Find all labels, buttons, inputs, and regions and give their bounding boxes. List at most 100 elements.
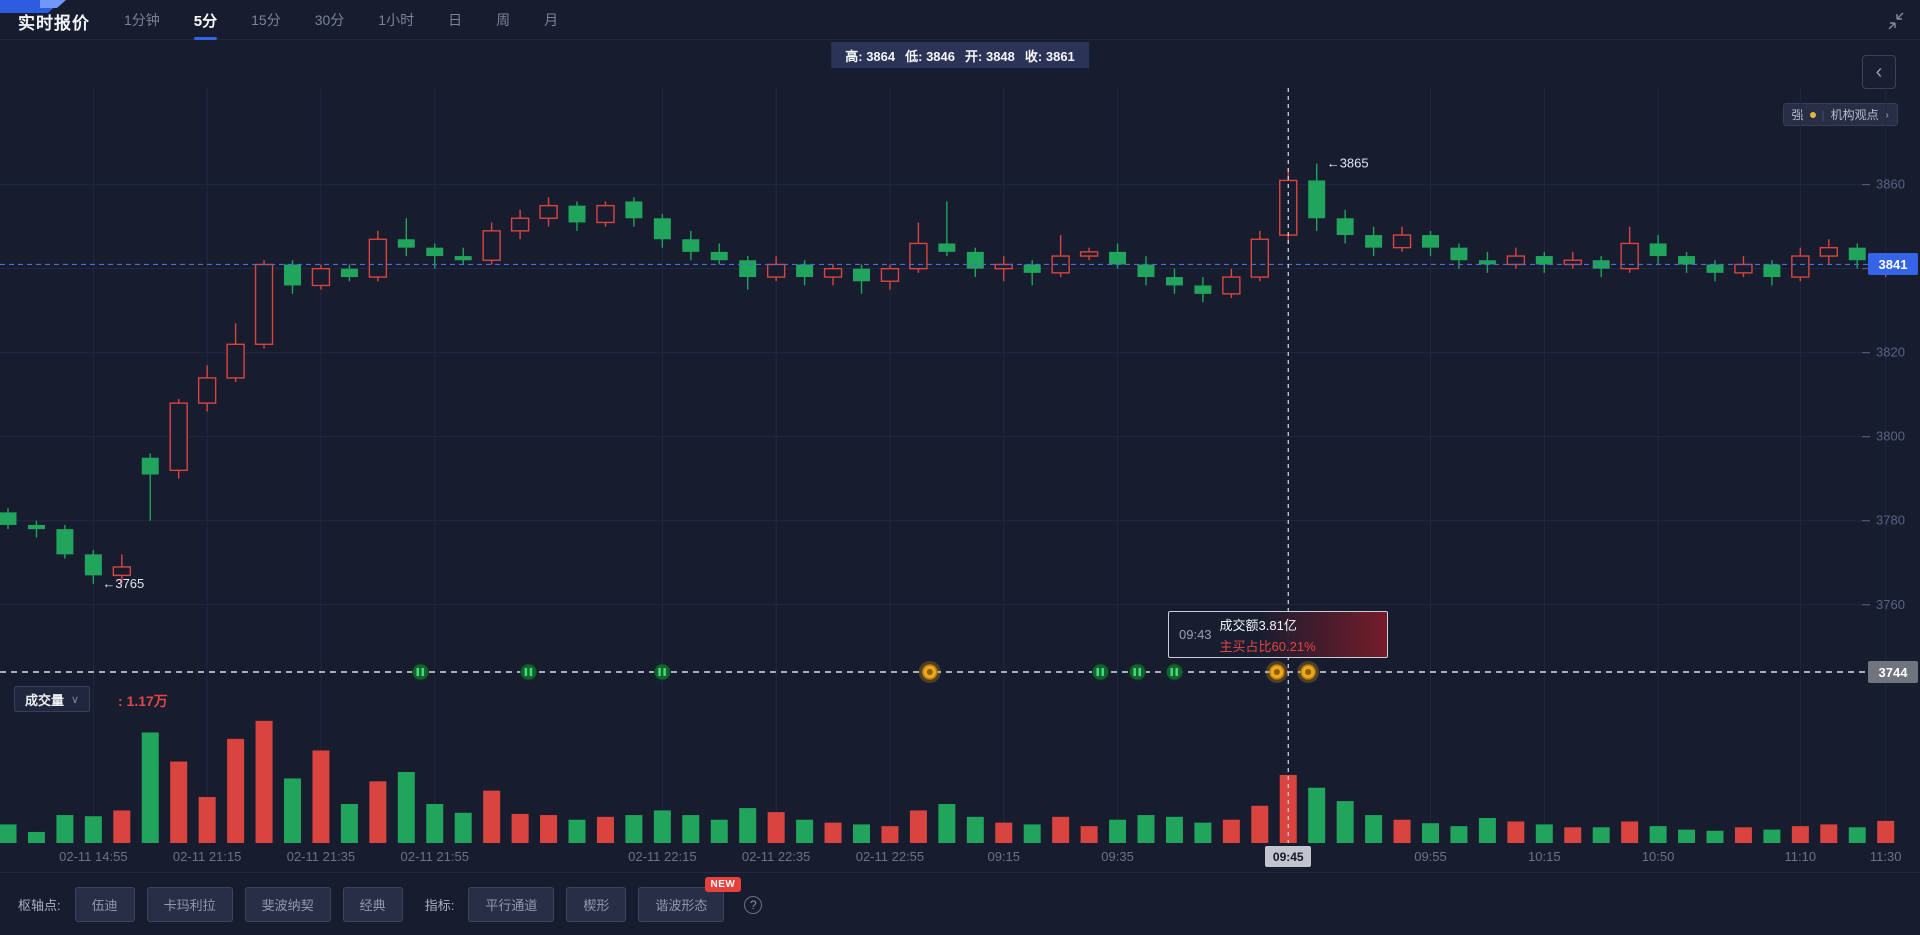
bull-event-marker-glyph [658, 668, 661, 676]
volume-indicator-selector[interactable]: 成交量 ∨ [14, 686, 91, 712]
pivot-button-2[interactable]: 斐波纳契 [244, 887, 331, 922]
volume-bar [227, 738, 245, 843]
volume-bar [397, 772, 415, 843]
candle-body-down [1535, 256, 1553, 265]
indicator-button-group: 平行通道 楔形 谐波形态 NEW [468, 877, 742, 922]
volume-bar [369, 781, 387, 843]
tab-interval-4[interactable]: 1小时 [378, 12, 415, 28]
candle-body-down [1649, 243, 1667, 257]
volume-bar [824, 822, 842, 843]
tab-interval-6[interactable]: 周 [496, 12, 511, 28]
candle-body-up [596, 204, 615, 224]
candle-body-down [1422, 235, 1439, 248]
volume-bar [966, 816, 984, 843]
volume-bar [284, 778, 301, 843]
tab-interval-5[interactable]: 日 [448, 12, 463, 28]
gold-event-marker-glyph [926, 669, 933, 675]
volume-bar [1848, 827, 1866, 843]
candle-body-down [1308, 180, 1326, 219]
candle-body-down [1478, 260, 1496, 265]
candle-body-up [1734, 263, 1753, 274]
candle-body-up [197, 377, 217, 404]
volume-bar [1308, 787, 1326, 843]
indicator-button-1[interactable]: 楔形 [566, 887, 627, 922]
volume-bar [881, 826, 899, 843]
tab-interval-1[interactable]: 5分 [192, 0, 219, 41]
gold-event-marker-glyph [1305, 669, 1312, 675]
candle-body-up [823, 267, 843, 278]
volume-bar [1678, 829, 1696, 843]
volume-bar [710, 819, 728, 843]
bull-event-marker [653, 663, 671, 681]
tab-interval-2[interactable]: 15分 [251, 12, 281, 28]
candle-body-down [796, 264, 814, 278]
volume-bar [1450, 826, 1468, 843]
tab-interval-7[interactable]: 月 [544, 12, 559, 28]
candle-body-down [625, 201, 643, 219]
candle-body-up [254, 263, 274, 345]
open-label: 开: [965, 48, 983, 64]
volume-bar [1393, 819, 1411, 843]
candle-body-down [84, 554, 102, 576]
volume-bar [1165, 816, 1183, 843]
pivot-button-0[interactable]: 伍迪 [74, 887, 135, 922]
time-axis-label: 02-11 21:15 [173, 849, 241, 864]
time-axis-label: 11:10 [1785, 849, 1817, 864]
page-title: 实时报价 [18, 14, 90, 33]
indicator-button-0[interactable]: 平行通道 [468, 887, 555, 922]
price-axis-label: 3800 [1876, 429, 1905, 444]
close-value: 3861 [1045, 48, 1075, 64]
candle-body-down [340, 268, 358, 278]
corner-ribbon-decoration-2 [40, 0, 66, 8]
candle-body-down [1678, 256, 1696, 265]
candle-body-up [1392, 234, 1412, 249]
tab-interval-3[interactable]: 30分 [314, 12, 345, 28]
candle-body-down [1848, 247, 1866, 261]
low-value: 3846 [926, 48, 955, 64]
volume-bar [1109, 819, 1127, 843]
volume-bar [1080, 826, 1098, 843]
volume-bar [170, 761, 188, 843]
volume-bar [1137, 815, 1155, 843]
volume-bar [1649, 826, 1667, 843]
volume-bar [1592, 827, 1610, 843]
crosshair-tooltip: 09:43 成交额3.81亿 主买占比60.21% [1168, 611, 1388, 658]
back-button[interactable]: ‹ [1862, 55, 1896, 89]
pivot-label: 枢轴点: [18, 898, 61, 913]
volume-bar [1422, 823, 1439, 843]
pivot-button-3[interactable]: 经典 [342, 887, 403, 922]
institution-view-pill[interactable]: 强 | 机构观点 › [1782, 103, 1898, 126]
bull-event-marker [520, 663, 538, 681]
volume-bar [1251, 805, 1269, 843]
candle-body-down [938, 243, 956, 252]
tab-interval-0[interactable]: 1分钟 [124, 12, 160, 28]
volume-bar [739, 808, 757, 843]
volume-bar [853, 824, 870, 843]
price-axis-label: 3760 [1876, 597, 1905, 612]
interval-tabs: 1分钟 5分 15分 30分 1小时 日 周 月 [122, 0, 560, 40]
volume-bar [1621, 821, 1639, 843]
pivot-button-1[interactable]: 卡玛利拉 [146, 887, 233, 922]
candle-body-up [1079, 251, 1099, 257]
volume-bar [141, 732, 159, 843]
candle-body-up [311, 267, 331, 287]
low-label: 低: [905, 48, 923, 64]
candle-body-down [966, 251, 984, 269]
candle-body-down [682, 239, 700, 252]
time-axis-label: 11:30 [1870, 849, 1902, 864]
collapse-icon[interactable] [1886, 12, 1906, 30]
volume-bar [1222, 819, 1240, 843]
volume-bar [909, 810, 927, 843]
candle-body-up [766, 263, 786, 278]
candle-body-down [454, 256, 472, 261]
time-axis-label: 09:55 [1414, 849, 1447, 864]
candle-body-up [1819, 246, 1839, 257]
volume-bar [483, 790, 501, 843]
indicator-button-2[interactable]: 谐波形态 NEW [638, 877, 742, 922]
candle-body-down [568, 205, 586, 223]
bull-event-marker-glyph [416, 668, 420, 676]
candle-body-down [426, 247, 444, 257]
time-axis-label: 02-11 21:55 [401, 849, 469, 864]
help-icon[interactable]: ? [744, 895, 763, 914]
